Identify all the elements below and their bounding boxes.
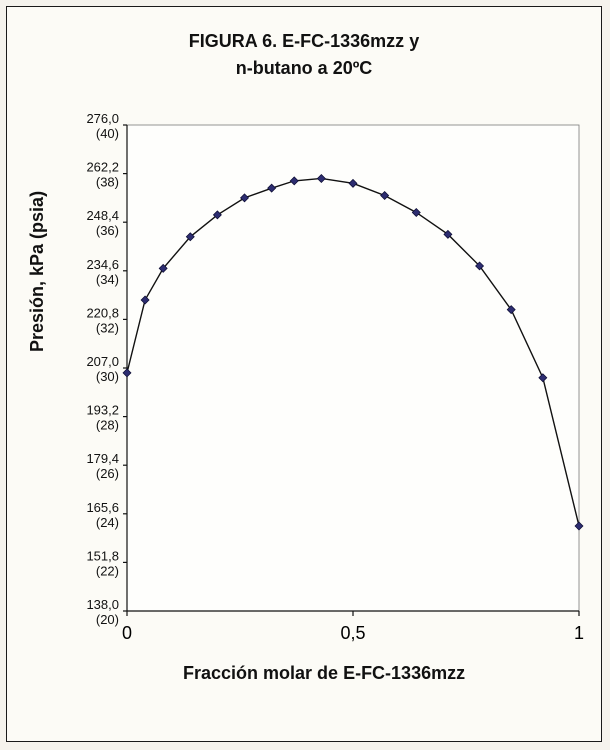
x-axis-label: Fracción molar de E-FC-1336mzz [183, 663, 465, 684]
svg-text:276,0: 276,0 [86, 111, 119, 126]
svg-text:(38): (38) [96, 175, 119, 190]
plot-area: Presión, kPa (psia) 138,0(20)151,8(22)16… [41, 107, 593, 727]
y-tick-label: 234,6(34) [86, 257, 119, 287]
svg-text:248,4: 248,4 [86, 208, 119, 223]
svg-text:(34): (34) [96, 272, 119, 287]
svg-text:138,0: 138,0 [86, 597, 119, 612]
title-prefix: FIGURA [189, 31, 262, 51]
y-tick-label: 276,0(40) [86, 111, 119, 141]
y-tick-label: 151,8(22) [86, 548, 119, 578]
svg-text:(20): (20) [96, 612, 119, 627]
y-tick-label: 262,2(38) [86, 160, 119, 190]
svg-text:234,6: 234,6 [86, 257, 119, 272]
svg-text:151,8: 151,8 [86, 548, 119, 563]
chart-svg: 138,0(20) 151,8(22) 165,6(24) 179,4(26) 193,… [41, 107, 593, 667]
y-tick-label: 220,8(32) [86, 305, 119, 335]
svg-text:193,2: 193,2 [86, 403, 119, 418]
svg-text:(40): (40) [96, 126, 119, 141]
y-tick-label: 248,4(36) [86, 208, 119, 238]
plot-background [127, 125, 579, 611]
xlabel-compound: E-FC-1336mzz [343, 663, 465, 683]
svg-text:(28): (28) [96, 418, 119, 433]
svg-text:(32): (32) [96, 320, 119, 335]
svg-text:(22): (22) [96, 563, 119, 578]
svg-text:207,0: 207,0 [86, 354, 119, 369]
x-tick-label: 0,5 [340, 623, 365, 643]
svg-text:(36): (36) [96, 223, 119, 238]
svg-text:262,2: 262,2 [86, 160, 119, 175]
y-tick-label: 138,0(20) [86, 597, 119, 627]
svg-text:179,4: 179,4 [86, 451, 119, 466]
x-tick-label: 1 [574, 623, 584, 643]
y-tick-label: 179,4(26) [86, 451, 119, 481]
svg-text:165,6: 165,6 [86, 500, 119, 515]
xlabel-prefix: Fracción molar de [183, 663, 343, 683]
title-line-2: n-butano a 20ºC [7, 58, 601, 79]
y-tick-label: 165,6(24) [86, 500, 119, 530]
figure-frame: FIGURA 6. E-FC-1336mzz y n-butano a 20ºC… [6, 6, 602, 742]
title-line-1: FIGURA 6. E-FC-1336mzz y [7, 31, 601, 52]
title-suffix: y [404, 31, 419, 51]
svg-text:(24): (24) [96, 515, 119, 530]
title-main: 6. E-FC-1336mzz [262, 31, 404, 51]
y-tick-label: 207,0(30) [86, 354, 119, 384]
svg-text:220,8: 220,8 [86, 305, 119, 320]
svg-text:(26): (26) [96, 466, 119, 481]
y-tick-label: 193,2(28) [86, 403, 119, 433]
svg-text:(30): (30) [96, 369, 119, 384]
y-axis-label: Presión, kPa (psia) [27, 191, 48, 352]
x-tick-label: 0 [122, 623, 132, 643]
chart-title: FIGURA 6. E-FC-1336mzz y n-butano a 20ºC [7, 31, 601, 79]
